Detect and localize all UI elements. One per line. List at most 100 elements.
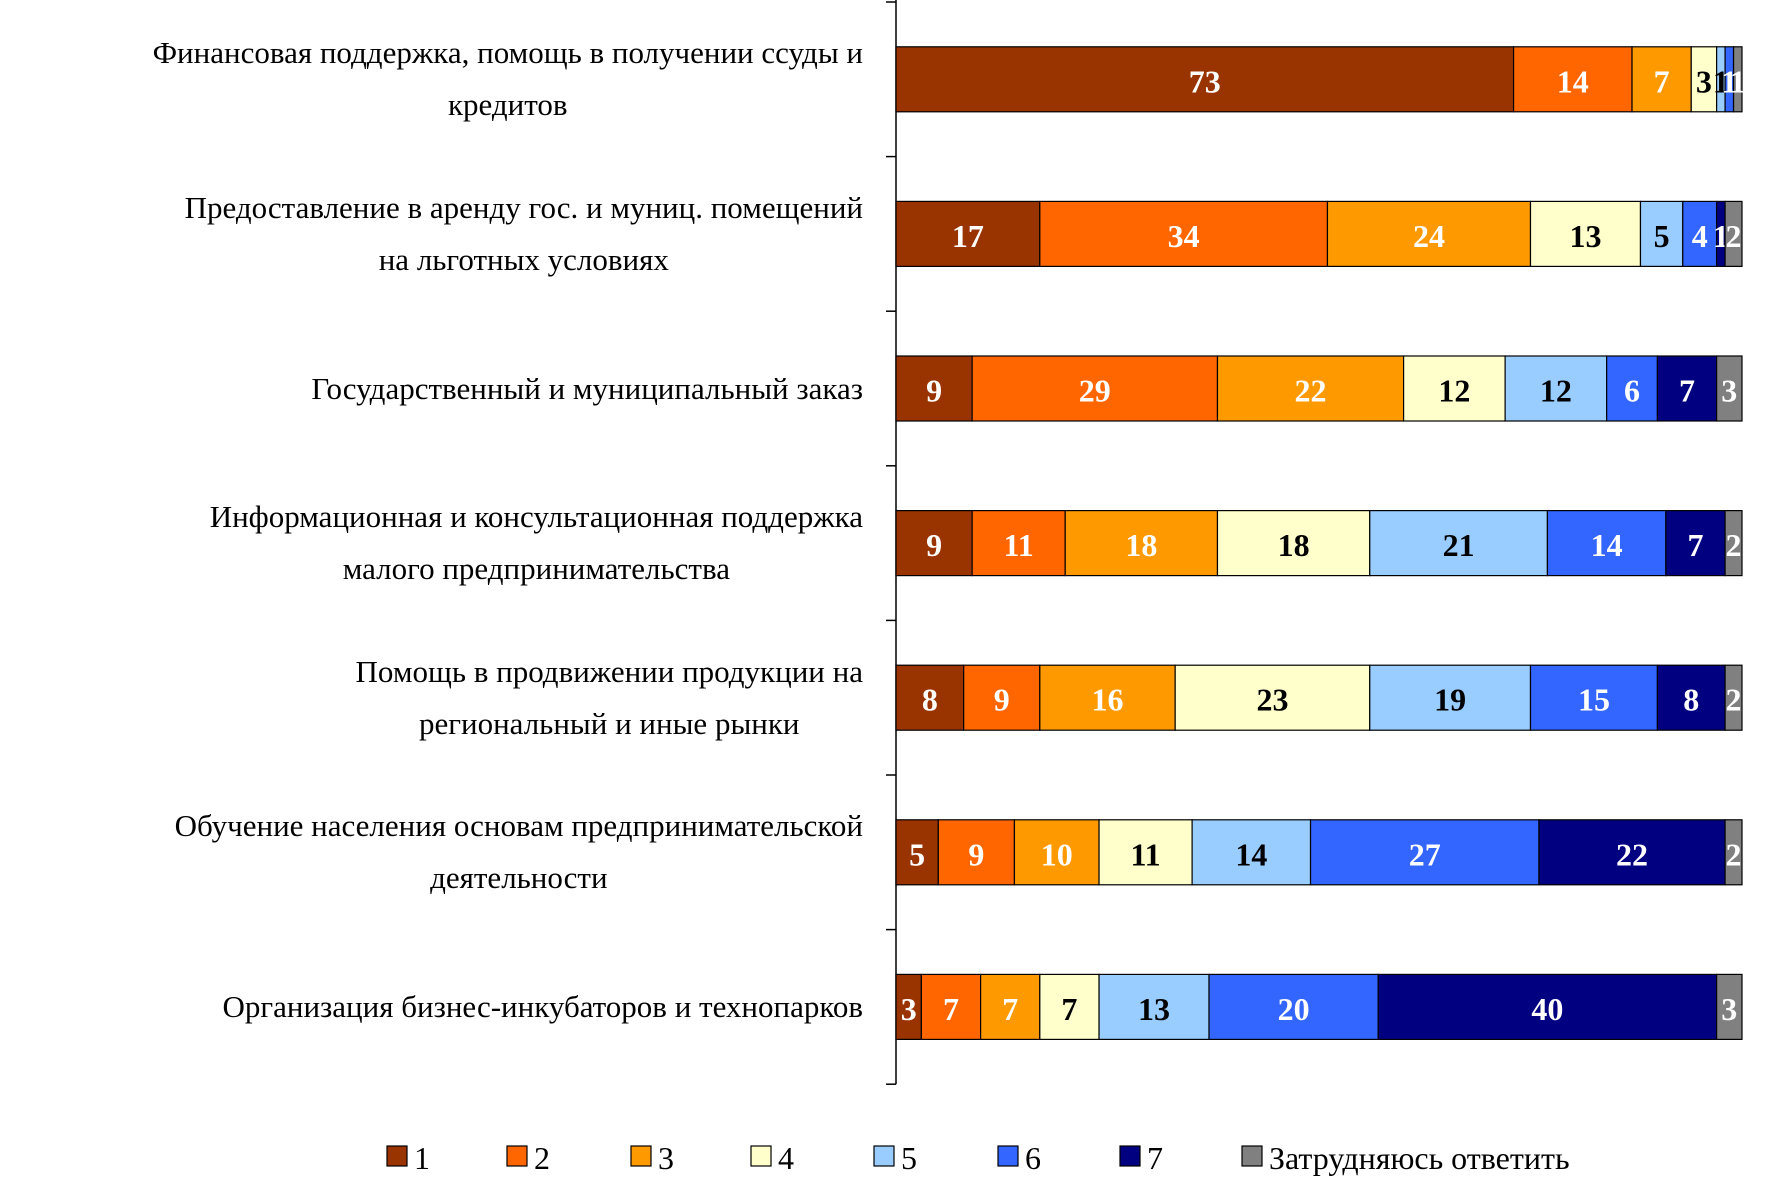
data-label: 17 — [952, 218, 984, 254]
data-label: 7 — [1061, 991, 1077, 1027]
bar-segment — [1529, 200, 1642, 267]
bar-segment — [1369, 664, 1532, 731]
legend-label: 3 — [658, 1140, 674, 1176]
legend-label: 1 — [414, 1140, 430, 1176]
data-label: 8 — [922, 682, 938, 718]
data-label: 3 — [1721, 373, 1737, 409]
data-label: 7 — [1002, 991, 1018, 1027]
data-label: 7 — [1654, 63, 1670, 99]
bar-segment — [1039, 664, 1176, 731]
legend-swatch — [630, 1145, 652, 1167]
data-label: 9 — [968, 836, 984, 872]
data-label: 2 — [1726, 682, 1742, 718]
bar-segment — [1039, 973, 1100, 1041]
data-label: 18 — [1125, 527, 1157, 563]
data-label: 3 — [1696, 63, 1712, 99]
bar-segment — [1039, 200, 1329, 267]
data-label: 23 — [1256, 682, 1288, 718]
category-label: Обучение населения основам предпринимате… — [175, 792, 863, 912]
data-label: 19 — [1434, 682, 1466, 718]
bar-segment — [1191, 819, 1312, 886]
bar-segment — [1656, 664, 1726, 731]
data-label: 9 — [926, 527, 942, 563]
category-text: Предоставление в аренду гос. и муниц. по… — [184, 189, 863, 277]
bar-segment — [920, 973, 982, 1041]
data-label: 14 — [1235, 836, 1267, 872]
category-label: Организация бизнес-инкубаторов и технопа… — [223, 947, 864, 1067]
data-label: 6 — [1624, 373, 1640, 409]
legend-label: 6 — [1025, 1140, 1041, 1176]
data-label: 22 — [1295, 373, 1327, 409]
bar-segment — [1732, 46, 1743, 113]
bar-segment — [971, 510, 1066, 577]
data-label: 29 — [1079, 373, 1111, 409]
data-label: 11 — [1130, 836, 1160, 872]
data-label: 4 — [1692, 218, 1708, 254]
data-label: 7 — [1687, 527, 1703, 563]
data-label: 21 — [1443, 527, 1475, 563]
legend-swatch — [1241, 1145, 1263, 1167]
data-label: 2 — [1726, 836, 1742, 872]
data-label: 7 — [1679, 373, 1695, 409]
data-label: 14 — [1591, 527, 1623, 563]
bar-segment — [1716, 973, 1743, 1041]
bar-segment — [1369, 510, 1549, 577]
data-label: 22 — [1616, 836, 1648, 872]
legend-swatch — [750, 1145, 772, 1167]
bar-segment — [1724, 200, 1743, 267]
legend-label: Затрудняюсь ответить — [1269, 1140, 1570, 1176]
legend-swatch — [1119, 1145, 1141, 1167]
data-label: 13 — [1138, 991, 1170, 1027]
bar-segment — [1690, 46, 1718, 113]
data-label: 2 — [1726, 218, 1742, 254]
category-text: Организация бизнес-инкубаторов и технопа… — [222, 988, 864, 1024]
legend-swatch — [506, 1145, 528, 1167]
category-text: Финансовая поддержка, помощь в получении… — [152, 35, 863, 123]
bar-segment — [1538, 819, 1726, 886]
bar-segment — [895, 200, 1041, 267]
bar-segment — [1546, 510, 1667, 577]
bar-segment — [1631, 46, 1692, 113]
data-label: 12 — [1540, 373, 1572, 409]
data-label: 3 — [901, 991, 917, 1027]
legend-swatch — [386, 1145, 408, 1167]
data-label: 24 — [1413, 218, 1445, 254]
category-text: Информационная и консультационная поддер… — [209, 499, 863, 587]
data-label: 1 — [1730, 63, 1746, 99]
bar-segment — [1216, 510, 1371, 577]
bar-segment — [937, 819, 1016, 886]
category-text: Помощь в продвижении продукции на регион… — [355, 653, 863, 741]
data-label: 40 — [1531, 991, 1563, 1027]
bar-segment — [1639, 200, 1684, 267]
data-label: 11 — [1004, 527, 1034, 563]
bar-segment — [1724, 510, 1743, 577]
data-label: 12 — [1438, 373, 1470, 409]
data-label: 10 — [1041, 836, 1073, 872]
category-label: Помощь в продвижении продукции на регион… — [356, 638, 863, 758]
bar-segment — [1377, 973, 1718, 1041]
data-label: 18 — [1278, 527, 1310, 563]
data-label: 73 — [1189, 63, 1221, 99]
data-label: 9 — [926, 373, 942, 409]
category-text: Государственный и муниципальный заказ — [311, 370, 863, 406]
bar-segment — [1098, 973, 1210, 1041]
data-label: 34 — [1168, 218, 1200, 254]
legend-label: 5 — [901, 1140, 917, 1176]
data-label: 9 — [994, 682, 1010, 718]
data-label: 27 — [1409, 836, 1441, 872]
data-label: 3 — [1721, 991, 1737, 1027]
bar-segment — [1309, 819, 1540, 886]
bar-segment — [1504, 355, 1608, 422]
category-label: Информационная и консультационная поддер… — [210, 483, 863, 603]
bar-segment — [895, 355, 973, 422]
data-label: 5 — [909, 836, 925, 872]
data-label: 13 — [1569, 218, 1601, 254]
category-label: Финансовая поддержка, помощь в получении… — [153, 19, 863, 139]
legend-swatch — [997, 1145, 1019, 1167]
category-text: Обучение населения основам предпринимате… — [174, 808, 863, 896]
category-label: Предоставление в аренду гос. и муниц. по… — [185, 174, 863, 294]
bar-segment — [1013, 819, 1100, 886]
bar-segment — [963, 664, 1041, 731]
